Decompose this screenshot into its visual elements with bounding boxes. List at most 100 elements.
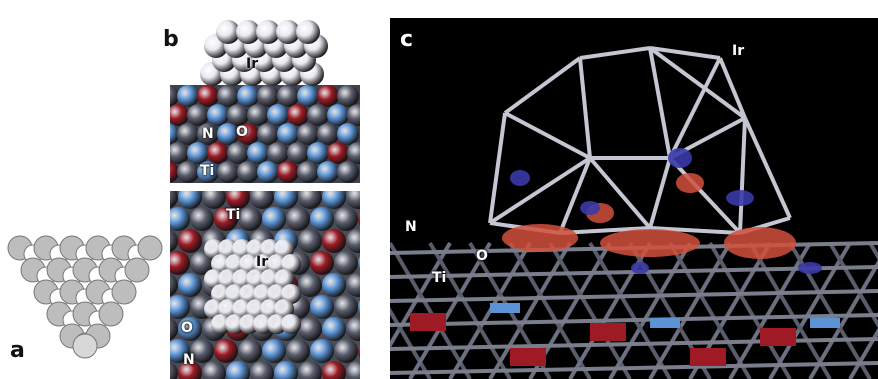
atom-sphere xyxy=(204,299,224,319)
atom-sphere xyxy=(253,284,273,304)
atom-sphere xyxy=(281,284,301,304)
atom-sphere xyxy=(358,212,360,226)
atom-sphere xyxy=(262,339,286,363)
bond xyxy=(390,289,878,303)
atom-sphere xyxy=(267,104,289,126)
atom-disc xyxy=(124,257,150,283)
density-lobe-negative xyxy=(510,170,530,186)
atom-sphere xyxy=(218,239,238,259)
bond xyxy=(848,327,878,379)
bond xyxy=(390,313,878,327)
bond xyxy=(728,241,812,379)
atom-sphere xyxy=(190,207,214,231)
atom-sphere xyxy=(347,142,360,164)
atom-disc xyxy=(72,333,98,359)
atom-sphere xyxy=(239,284,259,304)
atom-sphere xyxy=(236,20,260,44)
atom-sphere xyxy=(257,123,279,145)
atom-sphere xyxy=(187,104,209,126)
atom-sphere xyxy=(170,295,190,319)
atom-sphere xyxy=(211,314,231,334)
atom-sphere xyxy=(217,85,239,107)
bond xyxy=(668,57,722,159)
atom-sphere xyxy=(170,104,189,126)
panel-a-letter: a xyxy=(10,338,25,363)
atom-sphere xyxy=(170,191,178,209)
panel-b-letter: b xyxy=(163,27,179,52)
density-lobe-negative xyxy=(580,201,600,215)
atom-sphere xyxy=(197,85,219,107)
bond xyxy=(390,241,472,379)
bond xyxy=(578,57,592,159)
oxygen-stick xyxy=(510,348,546,366)
bond xyxy=(558,157,592,234)
atom-sphere xyxy=(202,191,226,209)
density-lobe-negative xyxy=(798,262,822,274)
atom-sphere xyxy=(170,229,178,253)
atom-sphere xyxy=(322,191,346,209)
atom-sphere xyxy=(310,207,334,231)
atom-sphere xyxy=(274,239,294,259)
atom-sphere xyxy=(334,339,358,363)
label-n-c: N xyxy=(405,219,417,235)
cluster-schematic xyxy=(7,235,163,359)
charge-density-render xyxy=(390,18,878,379)
bond xyxy=(488,156,592,225)
label-ti-c: Ti xyxy=(432,270,447,286)
atom-disc xyxy=(137,235,163,261)
label-o-c: O xyxy=(476,248,488,264)
atom-sphere xyxy=(322,273,346,297)
atom-sphere xyxy=(274,299,294,319)
atom-sphere xyxy=(204,239,224,259)
atom-sphere xyxy=(337,161,359,183)
atom-sphere xyxy=(232,239,252,259)
atom-sphere xyxy=(337,123,359,145)
bond xyxy=(588,241,672,379)
bond xyxy=(708,241,792,379)
panel-c-letter: c xyxy=(400,27,414,52)
atom-sphere xyxy=(287,142,309,164)
atom-sphere xyxy=(225,314,245,334)
atom-sphere xyxy=(317,85,339,107)
atom-sphere xyxy=(286,207,310,231)
atom-sphere xyxy=(334,251,358,275)
density-lobe-positive xyxy=(502,224,578,252)
density-lobe-positive xyxy=(600,229,700,257)
atom-sphere xyxy=(246,269,266,289)
atom-sphere xyxy=(177,85,199,107)
atom-sphere xyxy=(246,299,266,319)
atom-sphere xyxy=(237,123,259,145)
atom-sphere xyxy=(178,361,202,379)
atom-sphere xyxy=(274,269,294,289)
atom-sphere xyxy=(237,161,259,183)
bond xyxy=(428,241,512,379)
atom-sphere xyxy=(297,85,319,107)
oxygen-stick xyxy=(410,313,446,331)
bond xyxy=(390,241,452,349)
atom-sphere xyxy=(277,85,299,107)
bond xyxy=(390,307,432,379)
atom-sphere xyxy=(250,191,274,209)
atom-sphere xyxy=(257,85,279,107)
atom-disc xyxy=(111,279,137,305)
atom-sphere xyxy=(170,161,179,183)
bond xyxy=(508,241,592,379)
atom-sphere xyxy=(239,254,259,274)
nitrogen-stick xyxy=(490,303,520,313)
atom-sphere xyxy=(225,284,245,304)
bond xyxy=(738,117,747,234)
atom-sphere xyxy=(260,269,280,289)
oxygen-stick xyxy=(760,328,796,346)
atom-sphere xyxy=(247,142,269,164)
bond xyxy=(408,241,492,379)
bond xyxy=(608,241,692,379)
atom-sphere xyxy=(170,361,178,379)
atom-sphere xyxy=(170,251,190,275)
bond xyxy=(748,241,832,379)
bond xyxy=(648,46,747,120)
atom-sphere xyxy=(334,295,358,319)
atom-sphere xyxy=(298,273,322,297)
atom-sphere xyxy=(346,229,360,253)
atom-sphere xyxy=(211,284,231,304)
atom-sphere xyxy=(317,123,339,145)
